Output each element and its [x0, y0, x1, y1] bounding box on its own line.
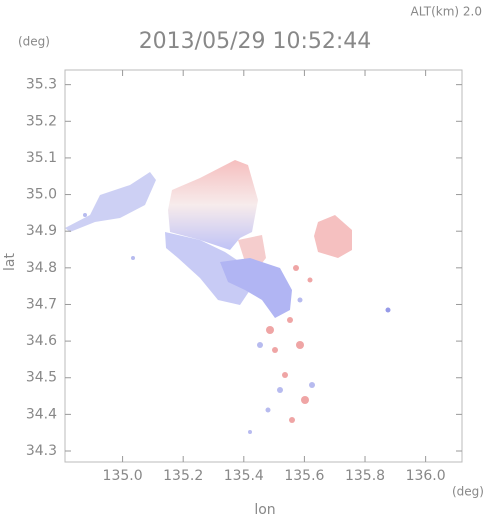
- x-axis-label: lon: [254, 502, 275, 518]
- y-tick-label: 35.3: [26, 77, 57, 93]
- y-axis-label: lat: [2, 253, 18, 271]
- x-tick-label: 136.0: [406, 468, 446, 484]
- y-tick-label: 34.4: [26, 406, 57, 422]
- y-tick-label: 34.3: [26, 443, 57, 459]
- y-tick-label: 34.8: [26, 260, 57, 276]
- y-tick-label: 34.7: [26, 296, 57, 312]
- x-unit: (deg): [452, 485, 484, 499]
- x-tick-label: 135.0: [103, 468, 143, 484]
- y-unit: (deg): [18, 35, 50, 49]
- y-tick-label: 34.6: [26, 333, 57, 349]
- chart-title: 2013/05/29 10:52:44: [139, 29, 372, 54]
- y-tick-label: 34.9: [26, 223, 57, 239]
- x-tick-label: 135.4: [224, 468, 264, 484]
- x-tick-label: 135.8: [345, 468, 385, 484]
- y-tick-label: 34.5: [26, 370, 57, 386]
- y-tick-label: 35.2: [26, 113, 57, 129]
- radar-echo: [65, 160, 391, 434]
- x-tick-label: 135.2: [163, 468, 203, 484]
- altitude-label: ALT(km) 2.0: [411, 5, 482, 19]
- y-tick-label: 35.0: [26, 187, 57, 203]
- plot-frame: [64, 69, 463, 463]
- y-tick-label: 35.1: [26, 150, 57, 166]
- x-tick-label: 135.6: [284, 468, 324, 484]
